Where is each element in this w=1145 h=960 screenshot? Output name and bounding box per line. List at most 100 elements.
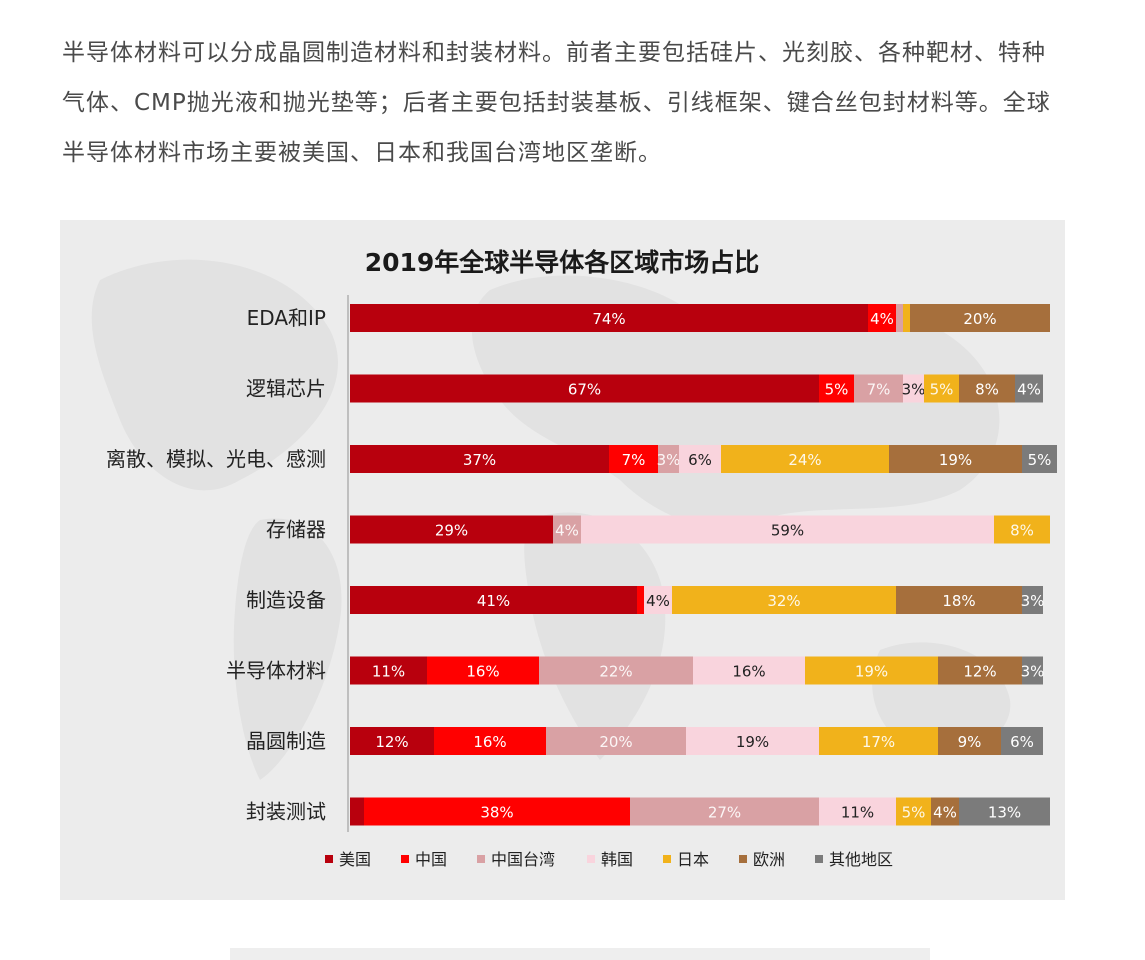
bar-segment	[931, 797, 959, 826]
bar-segment	[637, 586, 644, 614]
data-label: 3%	[657, 451, 681, 469]
bar-segment	[546, 727, 686, 755]
category-label: 晶圆制造	[246, 729, 326, 753]
bar-segment	[889, 445, 1022, 473]
bar-segment	[819, 727, 938, 755]
data-label: 16%	[466, 663, 499, 681]
bar-segment	[350, 727, 434, 755]
category-label: 制造设备	[246, 588, 326, 612]
data-label: 5%	[1028, 451, 1052, 469]
bar-segment	[539, 656, 693, 685]
category-label: 逻辑芯片	[246, 377, 326, 401]
legend-label: 日本	[677, 850, 709, 869]
bar-segment	[350, 445, 609, 473]
bar-segment	[721, 445, 889, 473]
bar-segment	[686, 727, 819, 755]
bar-segment	[903, 374, 924, 403]
legend-label: 中国台湾	[491, 850, 555, 869]
data-label: 8%	[1010, 522, 1034, 540]
data-label: 6%	[1010, 733, 1034, 751]
legend-swatch	[477, 855, 485, 863]
bar-segment	[805, 656, 938, 685]
bar-segment	[924, 374, 959, 403]
legend-label: 其他地区	[829, 850, 893, 869]
bar-segment	[350, 656, 427, 685]
data-label: 27%	[708, 804, 741, 822]
bar-segment	[658, 445, 679, 473]
legend-label: 中国	[415, 850, 447, 869]
bar-segment	[350, 515, 553, 544]
bar-segment	[938, 656, 1022, 685]
bar-segment	[434, 727, 546, 755]
bar-segment	[819, 797, 896, 826]
bar-segment	[1022, 656, 1043, 685]
data-label: 12%	[375, 733, 408, 751]
data-label: 7%	[867, 381, 891, 399]
data-label: 19%	[855, 663, 888, 681]
category-label: 半导体材料	[226, 659, 326, 683]
data-label: 6%	[688, 451, 712, 469]
data-label: 16%	[473, 733, 506, 751]
stacked-bar-chart: 2019年全球半导体各区域市场占比 EDA和IP 74% 4% 20% 逻辑芯片 67% 5…	[91, 248, 1057, 869]
bar-segment	[553, 515, 581, 544]
chart-title: 2019年全球半导体各区域市场占比	[365, 248, 760, 277]
legend-label: 韩国	[601, 850, 633, 869]
data-label: 22%	[599, 663, 632, 681]
bar-segment	[959, 797, 1050, 826]
data-label: 19%	[736, 733, 769, 751]
data-label: 7%	[622, 451, 646, 469]
data-label: 4%	[555, 522, 579, 540]
bar-segment	[896, 304, 903, 332]
bar-segment	[350, 374, 819, 403]
data-label: 3%	[1021, 592, 1045, 610]
data-label: 18%	[942, 592, 975, 610]
data-label: 20%	[963, 310, 996, 328]
bar-segment	[364, 797, 630, 826]
data-label: 37%	[463, 451, 496, 469]
data-label: 11%	[841, 804, 874, 822]
next-figure-edge	[230, 948, 930, 960]
data-label: 12%	[963, 663, 996, 681]
data-label: 4%	[870, 310, 894, 328]
bar-segment	[427, 656, 539, 685]
bar-segment	[868, 304, 896, 332]
data-label: 74%	[592, 310, 625, 328]
legend-swatch	[815, 855, 823, 863]
bar-segment	[350, 586, 637, 614]
bar-segment	[959, 374, 1015, 403]
category-label: 存储器	[266, 518, 326, 542]
data-label: 4%	[646, 592, 670, 610]
bar-segment	[672, 586, 896, 614]
data-label: 13%	[988, 804, 1021, 822]
legend-label: 美国	[339, 850, 371, 869]
bar-segment	[581, 515, 994, 544]
category-label: 离散、模拟、光电、感测	[106, 447, 326, 471]
legend-label: 欧洲	[753, 850, 785, 869]
data-label: 5%	[930, 381, 954, 399]
bar-segment	[350, 797, 364, 826]
plot-area: EDA和IP 74% 4% 20%逻辑芯片 67% 5% 7% 3% 5% 8% 4%离散、模拟、光…	[106, 304, 1057, 826]
intro-paragraph: 半导体材料可以分成晶圆制造材料和封装材料。前者主要包括硅片、光刻胶、各种靶材、特…	[62, 40, 1051, 166]
legend-swatch	[325, 855, 333, 863]
bar-segment	[679, 445, 721, 473]
bar-segment	[994, 515, 1050, 544]
bar-segment	[910, 304, 1050, 332]
bar-segment	[896, 797, 931, 826]
data-label: 5%	[825, 381, 849, 399]
data-label: 29%	[435, 522, 468, 540]
data-label: 67%	[568, 381, 601, 399]
data-label: 8%	[975, 381, 999, 399]
data-label: 16%	[732, 663, 765, 681]
data-label: 9%	[958, 733, 982, 751]
bar-segment	[630, 797, 819, 826]
bar-segment	[1022, 586, 1043, 614]
bar-segment	[609, 445, 658, 473]
bar-segment	[1022, 445, 1057, 473]
bar-segment	[1001, 727, 1043, 755]
category-label: 封装测试	[246, 800, 326, 824]
data-label: 32%	[767, 592, 800, 610]
bar-segment	[1015, 374, 1043, 403]
data-label: 3%	[902, 381, 926, 399]
legend-swatch	[401, 855, 409, 863]
bar-segment	[896, 586, 1022, 614]
